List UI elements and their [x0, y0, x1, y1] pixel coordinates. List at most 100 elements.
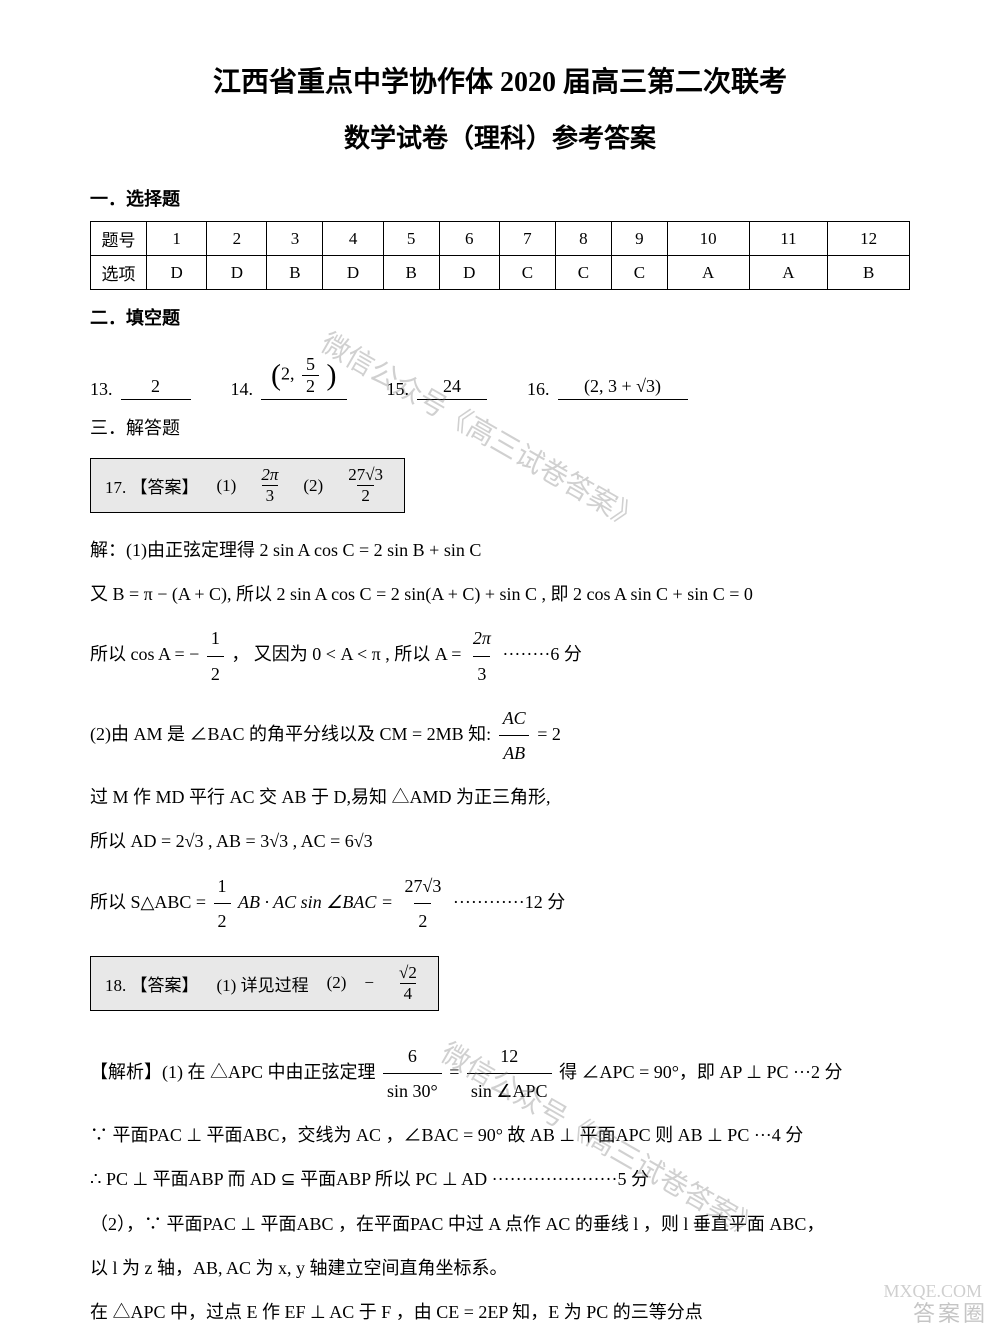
numerator: 27√3: [344, 465, 387, 485]
cell: B: [828, 256, 910, 290]
fill-num: 14.: [231, 379, 254, 400]
part-label: (2): [303, 476, 323, 496]
cell: 1: [147, 222, 207, 256]
cell: D: [323, 256, 383, 290]
cell: 3: [267, 222, 323, 256]
cell: 4: [323, 222, 383, 256]
part-label: (1) 详见过程: [217, 971, 309, 996]
cell: 11: [749, 222, 828, 256]
numerator: 1: [207, 621, 224, 655]
answer-table: 题号 1 2 3 4 5 6 7 8 9 10 11 12 选项 D D B D…: [90, 221, 910, 290]
solution-line: 在 △APC 中，过点 E 作 EF ⊥ AC 于 F ，由 CE = 2EP …: [90, 1295, 910, 1329]
fraction: 12: [207, 621, 224, 690]
row-label: 选项: [91, 256, 147, 290]
denominator: sin 30°: [383, 1073, 442, 1108]
text: ········6 分: [502, 644, 581, 664]
corner-watermark-url: MXQE.COM: [883, 1281, 982, 1302]
text: 得 ∠APC = 90°，即 AP ⊥ PC ···2 分: [559, 1062, 842, 1082]
solution-line: 解：(1)由正弦定理得 2 sin A cos C = 2 sin B + si…: [90, 533, 910, 567]
cell: 10: [667, 222, 749, 256]
text: (2)由 AM 是 ∠BAC 的角平分线以及 CM = 2MB 知:: [90, 724, 491, 744]
row-label: 题号: [91, 222, 147, 256]
text: = 2: [537, 724, 561, 744]
cell: A: [667, 256, 749, 290]
table-row: 选项 D D B D B D C C C A A B: [91, 256, 910, 290]
numerator: AC: [499, 701, 530, 735]
cell: 5: [383, 222, 439, 256]
cell: C: [611, 256, 667, 290]
fraction: 6sin 30°: [383, 1039, 442, 1108]
cell: D: [439, 256, 499, 290]
fill-answer: (2, 3 + √3): [558, 376, 688, 400]
text: ， 又因为 0 < A < π , 所以 A =: [231, 644, 461, 664]
solution-line: ∵ 平面PAC ⊥ 平面ABC，交线为 AC ，∠BAC = 90° 故 AB …: [90, 1118, 910, 1152]
fraction: 12sin ∠APC: [467, 1039, 552, 1108]
section-choice: 一．选择题: [90, 185, 910, 211]
fill-answer: 2: [121, 376, 191, 400]
numerator: √2: [395, 963, 421, 983]
denominator: AB: [499, 735, 529, 770]
box-label: 18. 【答案】: [105, 971, 199, 996]
denominator: 2: [214, 903, 231, 938]
text: 2,: [281, 364, 295, 384]
part-label: (1): [217, 476, 237, 496]
denominator: 2: [357, 485, 374, 506]
part-label: (2): [327, 973, 347, 993]
cell: A: [749, 256, 828, 290]
denominator: 3: [262, 485, 279, 506]
numerator: 12: [496, 1039, 522, 1073]
cell: 2: [207, 222, 267, 256]
cell: D: [147, 256, 207, 290]
fraction: √2 4: [395, 963, 421, 1004]
exam-title-line2: 数学试卷（理科）参考答案: [90, 118, 910, 155]
denominator: sin ∠APC: [467, 1073, 552, 1108]
solution-line: 以 l 为 z 轴，AB, AC 为 x, y 轴建立空间直角坐标系。: [90, 1251, 910, 1285]
lparen-icon: (: [271, 359, 281, 392]
text: ············12 分: [453, 891, 565, 911]
fraction: 2π3: [469, 621, 495, 690]
solution-line: 又 B = π − (A + C), 所以 2 sin A cos C = 2 …: [90, 577, 910, 611]
section-fill: 二．填空题: [90, 304, 910, 330]
numerator: 27√3: [400, 869, 445, 903]
denominator: 2: [302, 375, 319, 397]
cell: 9: [611, 222, 667, 256]
text: 【解析】(1) 在 △APC 中由正弦定理: [90, 1062, 376, 1082]
fraction: 2π 3: [257, 465, 282, 506]
cell: C: [555, 256, 611, 290]
solution-line: (2)由 AM 是 ∠BAC 的角平分线以及 CM = 2MB 知: ACAB …: [90, 701, 910, 770]
fraction: 52: [302, 354, 319, 397]
numerator: 1: [214, 869, 231, 903]
cell: 8: [555, 222, 611, 256]
fraction: ACAB: [499, 701, 530, 770]
cell: B: [383, 256, 439, 290]
numerator: 6: [404, 1039, 421, 1073]
rparen-icon: ): [327, 359, 337, 392]
cell: B: [267, 256, 323, 290]
solution-line: （2），∵ 平面PAC ⊥ 平面ABC ，在平面PAC 中过 A 点作 AC 的…: [90, 1207, 910, 1241]
numerator: 2π: [257, 465, 282, 485]
fill-num: 15.: [387, 379, 410, 400]
solution-line: 所以 S△ABC = 12 AB · AC sin ∠BAC = 27√32 ·…: [90, 869, 910, 938]
solution-line: 【解析】(1) 在 △APC 中由正弦定理 6sin 30° = 12sin ∠…: [90, 1039, 910, 1108]
exam-title-line1: 江西省重点中学协作体 2020 届高三第二次联考: [90, 60, 910, 100]
text: AB · AC sin ∠BAC =: [238, 891, 393, 911]
solution-line: 所以 cos A = − 12 ， 又因为 0 < A < π , 所以 A =…: [90, 621, 910, 690]
cell: 7: [499, 222, 555, 256]
solution-line: ∴ PC ⊥ 平面ABP 而 AD ⊆ 平面ABP 所以 PC ⊥ AD ···…: [90, 1162, 910, 1196]
denominator: 2: [207, 656, 224, 691]
q17-answer-box: 17. 【答案】 (1) 2π 3 (2) 27√3 2: [90, 458, 405, 513]
text: 所以 S△ABC =: [90, 891, 206, 911]
box-label: 17. 【答案】: [105, 473, 199, 498]
neg-sign: −: [364, 973, 374, 993]
numerator: 2π: [469, 621, 495, 655]
solution-line: 过 M 作 MD 平行 AC 交 AB 于 D,易知 △AMD 为正三角形,: [90, 780, 910, 814]
fill-answer: (2, 52 ): [261, 354, 347, 400]
text: 所以 cos A = −: [90, 644, 199, 664]
denominator: 2: [414, 903, 431, 938]
text: =: [449, 1062, 464, 1082]
cell: 12: [828, 222, 910, 256]
fill-blanks-row: 13. 2 14. (2, 52 ) 15. 24 16. (2, 3 + √3…: [90, 354, 910, 400]
numerator: 5: [302, 354, 319, 375]
denominator: 3: [473, 656, 490, 691]
fraction: 27√32: [400, 869, 445, 938]
